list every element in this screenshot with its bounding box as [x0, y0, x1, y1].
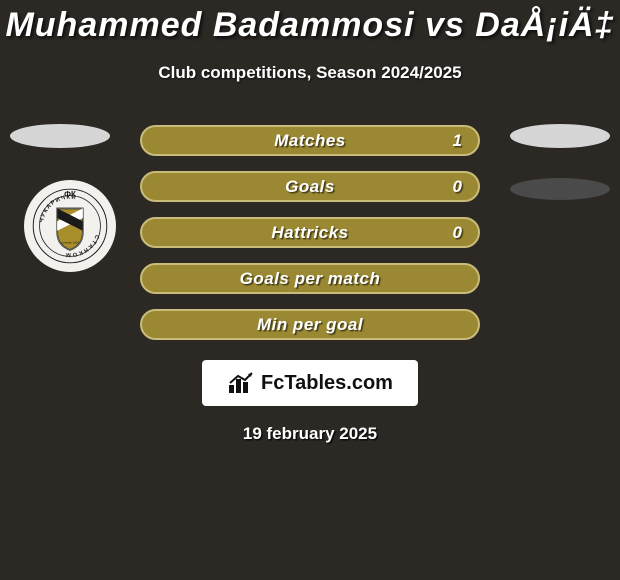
page-subtitle: Club competitions, Season 2024/2025: [0, 63, 620, 83]
stat-row: Min per goal: [0, 309, 620, 340]
brand-text: FcTables.com: [261, 372, 393, 395]
brand-icon: [227, 370, 255, 396]
stat-label: Matches: [274, 131, 346, 151]
stat-bar: Goals 0: [140, 171, 480, 202]
stat-label: Goals: [285, 177, 335, 197]
date: 19 february 2025: [0, 424, 620, 444]
stat-row: Goals 0: [0, 171, 620, 202]
stats-container: Matches 1 Goals 0 Hattricks 0 Goals per match M…: [0, 125, 620, 340]
stat-value-right: 0: [453, 177, 462, 197]
brand-box: FcTables.com: [202, 360, 418, 406]
stat-label: Hattricks: [271, 223, 348, 243]
stat-bar: Min per goal: [140, 309, 480, 340]
stat-label: Min per goal: [257, 315, 363, 335]
page-title: Muhammed Badammosi vs DaÅ¡iÄ‡: [0, 0, 620, 45]
stat-row: Goals per match: [0, 263, 620, 294]
stat-bar: Goals per match: [140, 263, 480, 294]
stat-value-right: 1: [453, 131, 462, 151]
stat-row: Matches 1: [0, 125, 620, 156]
stat-label: Goals per match: [240, 269, 381, 289]
stat-value-right: 0: [453, 223, 462, 243]
stat-row: Hattricks 0: [0, 217, 620, 248]
stat-bar: Hattricks 0: [140, 217, 480, 248]
stat-bar: Matches 1: [140, 125, 480, 156]
